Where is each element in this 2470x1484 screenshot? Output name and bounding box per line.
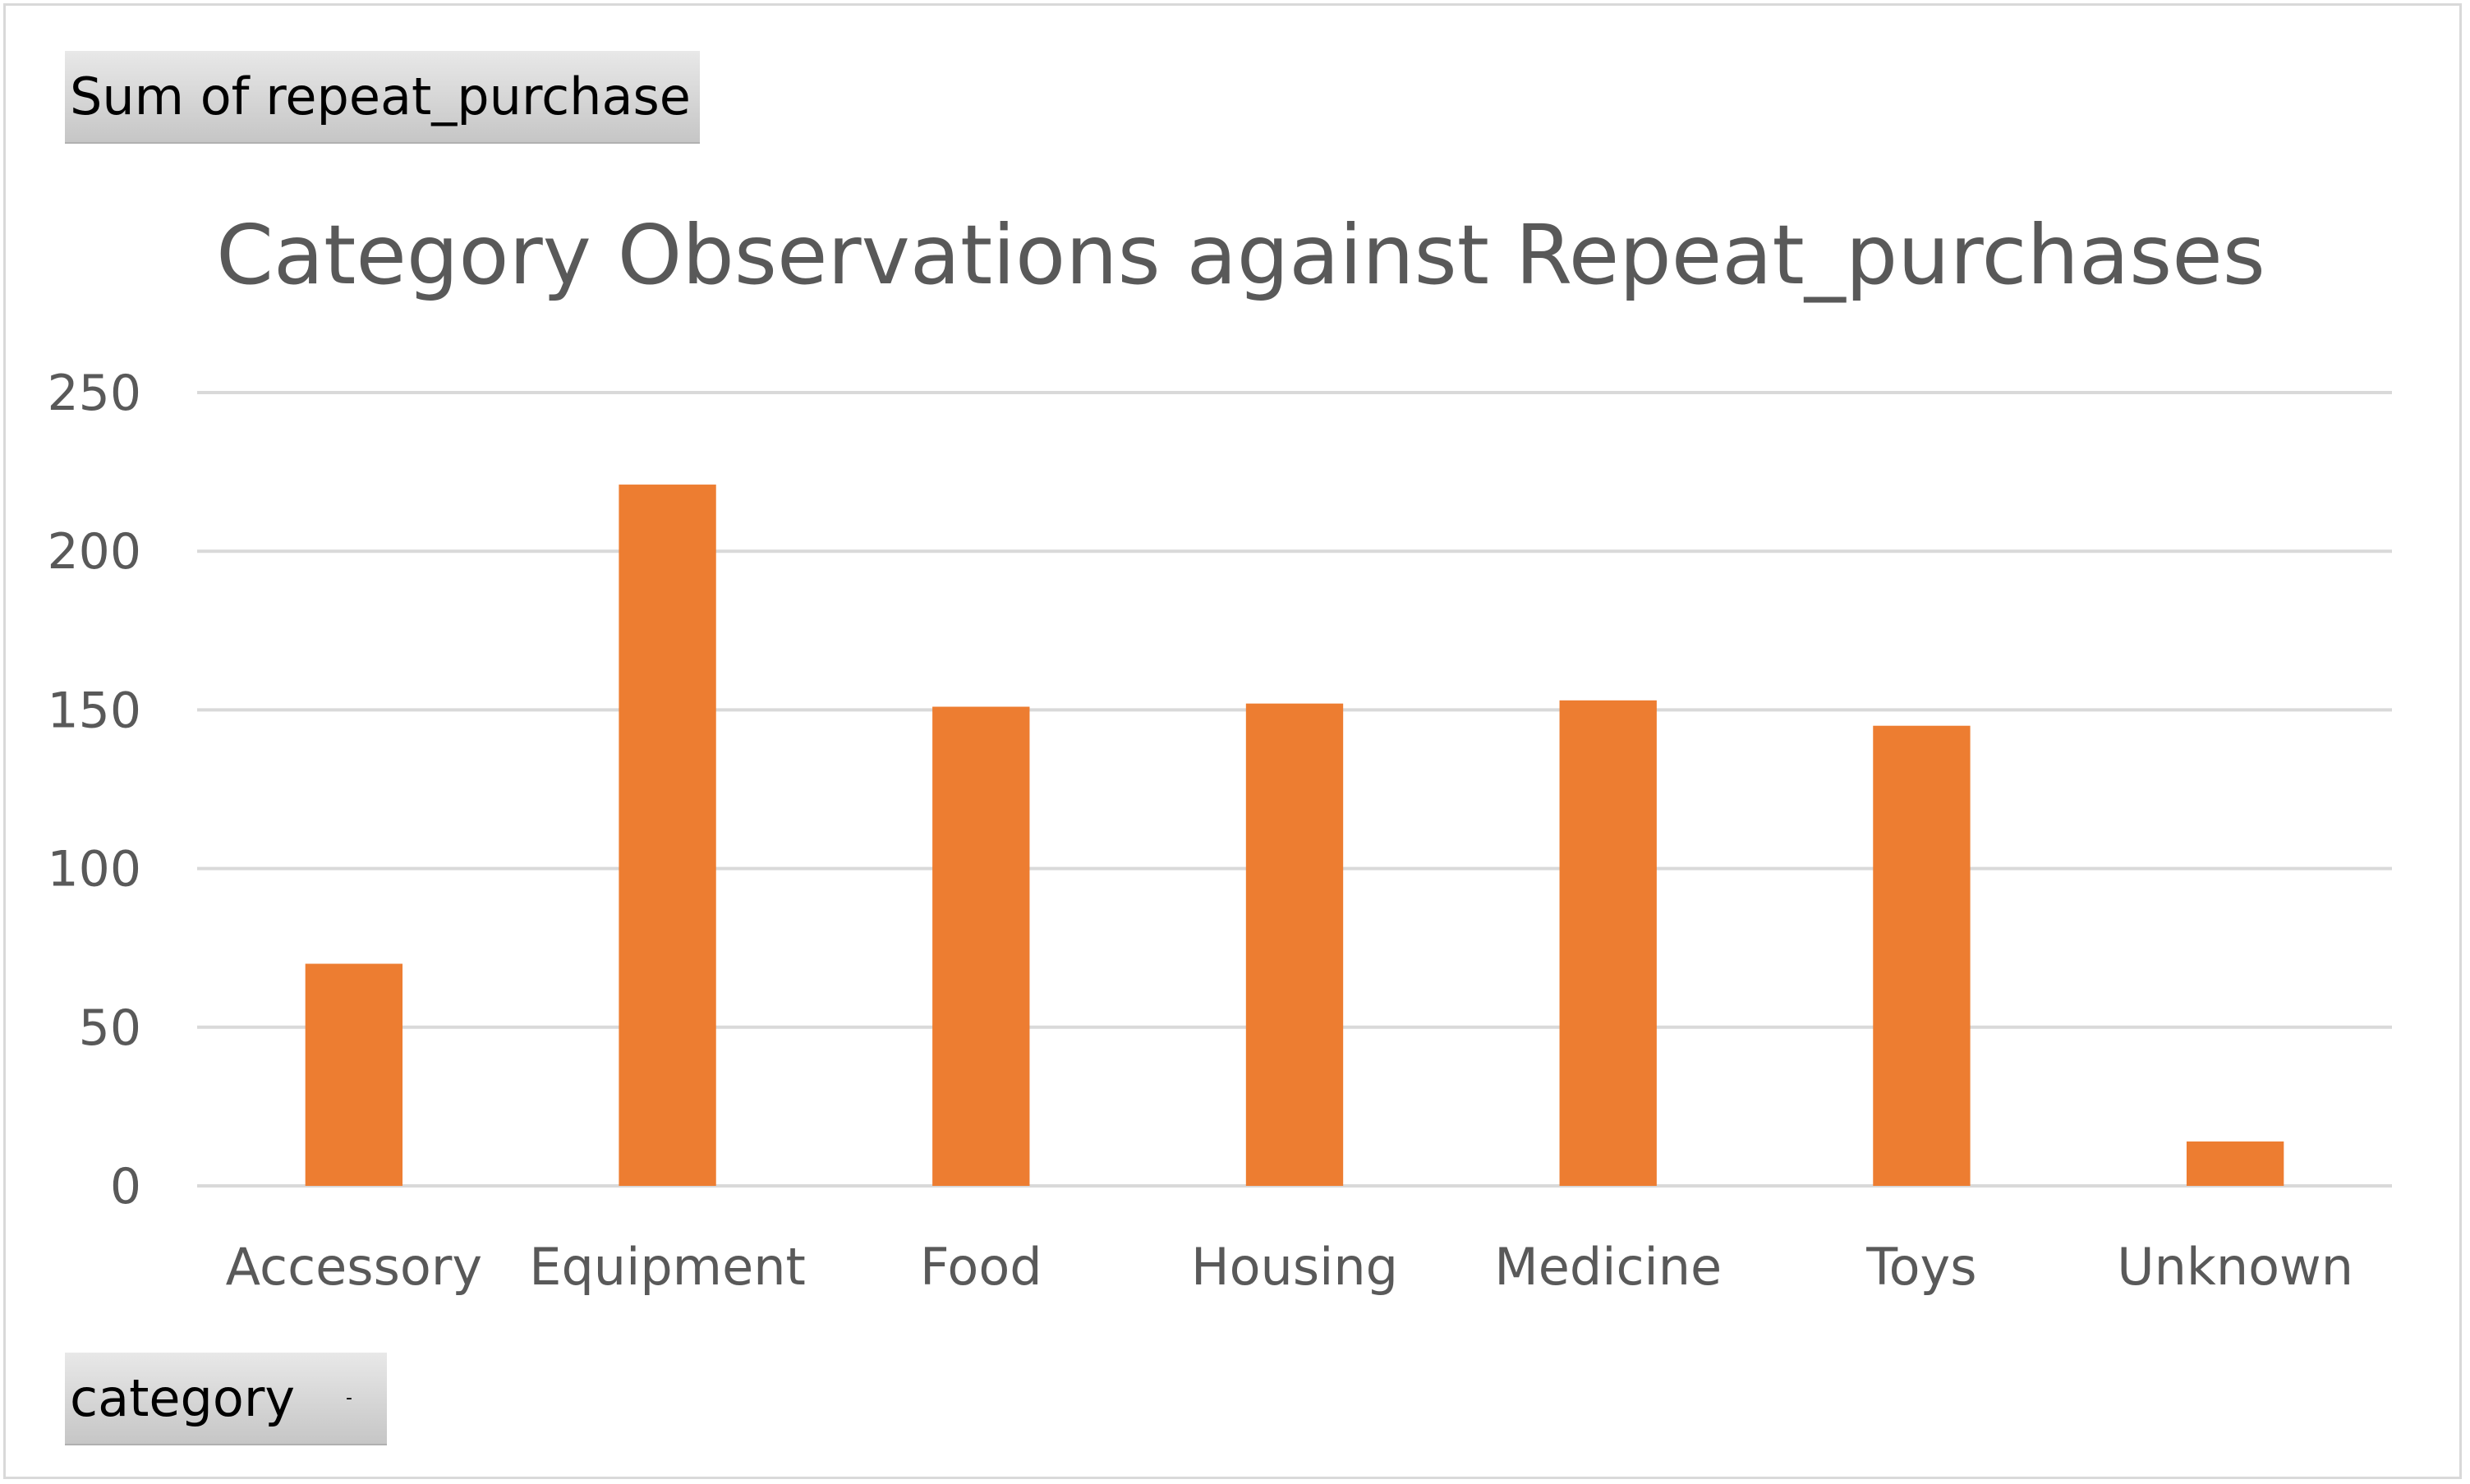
dropdown-arrow-icon[interactable]: - (346, 1387, 352, 1408)
x-tick-label: Toys (1865, 1237, 1976, 1297)
x-tick-label: Equipment (529, 1237, 806, 1297)
y-tick-label: 50 (79, 999, 141, 1057)
value-field-label: Sum of repeat_purchase (70, 67, 691, 126)
chart-title: Category Observations against Repeat_pur… (216, 207, 2265, 303)
axis-field-label: category (70, 1368, 296, 1428)
bar (932, 706, 1030, 1186)
bar (619, 485, 716, 1186)
bar (1245, 703, 1344, 1186)
chart-area: Sum of repeat_purchase Category Observat… (3, 3, 2462, 1479)
x-tick-label: Housing (1191, 1237, 1398, 1297)
x-tick-label: Accessory (226, 1237, 482, 1297)
bar (2186, 1141, 2284, 1186)
x-tick-label: Food (920, 1237, 1042, 1297)
y-tick-label: 150 (47, 682, 141, 739)
bar (305, 963, 403, 1186)
value-field-button[interactable]: Sum of repeat_purchase (65, 51, 700, 144)
y-tick-label: 0 (110, 1158, 141, 1215)
y-tick-label: 250 (47, 365, 141, 422)
y-tick-label: 100 (47, 841, 141, 898)
x-tick-label: Unknown (2117, 1237, 2353, 1297)
bar (1559, 700, 1657, 1186)
bar (1873, 725, 1971, 1186)
axis-field-button[interactable]: category - (65, 1353, 387, 1445)
y-tick-label: 200 (47, 523, 141, 581)
x-tick-label: Medicine (1494, 1237, 1722, 1297)
